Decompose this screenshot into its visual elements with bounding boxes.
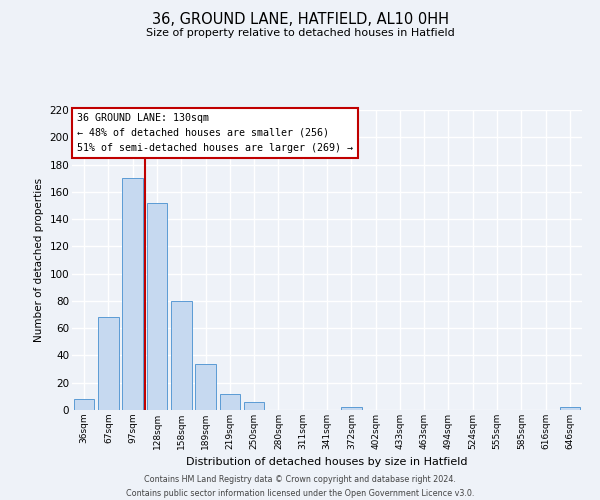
Bar	[146, 202, 167, 410]
Bar	[74, 399, 94, 410]
X-axis label: Distribution of detached houses by size in Hatfield: Distribution of detached houses by size …	[186, 458, 468, 468]
Bar	[98, 318, 119, 410]
Bar	[195, 364, 216, 410]
Bar	[122, 178, 143, 410]
Text: Contains HM Land Registry data © Crown copyright and database right 2024.
Contai: Contains HM Land Registry data © Crown c…	[126, 476, 474, 498]
Bar	[244, 402, 265, 410]
Text: Size of property relative to detached houses in Hatfield: Size of property relative to detached ho…	[146, 28, 454, 38]
Bar	[171, 301, 191, 410]
Bar	[220, 394, 240, 410]
Y-axis label: Number of detached properties: Number of detached properties	[34, 178, 44, 342]
Text: 36, GROUND LANE, HATFIELD, AL10 0HH: 36, GROUND LANE, HATFIELD, AL10 0HH	[151, 12, 449, 28]
Bar	[341, 408, 362, 410]
Bar	[560, 408, 580, 410]
Text: 36 GROUND LANE: 130sqm
← 48% of detached houses are smaller (256)
51% of semi-de: 36 GROUND LANE: 130sqm ← 48% of detached…	[77, 113, 353, 152]
